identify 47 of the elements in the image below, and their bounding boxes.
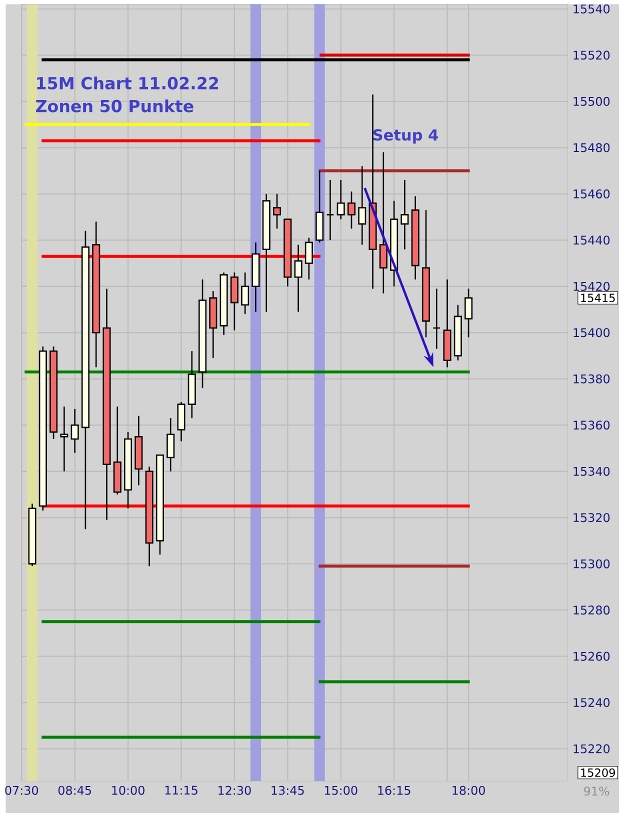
- y-tick-label: 15460: [573, 189, 610, 198]
- candlestick: [272, 193, 281, 230]
- text: Zonen 50 Punkte: [36, 100, 194, 112]
- candlestick: [336, 179, 345, 220]
- candlestick: [240, 272, 249, 315]
- candlestick: [294, 244, 302, 312]
- candlestick: [358, 166, 366, 246]
- y-tick-label: 15520: [573, 50, 610, 60]
- y-tick-label: 15380: [573, 374, 610, 384]
- text: 15415: [580, 294, 615, 302]
- candlestick: [347, 190, 356, 230]
- x-tick-label: 11:15: [165, 786, 198, 795]
- y-tick-label: 15540: [573, 4, 610, 14]
- text: 91%: [584, 786, 609, 796]
- x-tick-label: 08:45: [58, 786, 91, 795]
- text: 15209: [580, 768, 615, 777]
- y-tick-label: 15280: [573, 606, 610, 615]
- candlestick: [304, 237, 313, 280]
- y-tick-label: 15440: [573, 236, 610, 245]
- y-tick-label: 15400: [573, 328, 610, 338]
- y-tick-label: 15340: [573, 466, 610, 476]
- y-tick-label: 15500: [573, 96, 610, 106]
- y-tick-label: 15260: [573, 652, 610, 661]
- x-tick-label: 16:15: [378, 786, 410, 795]
- x-tick-label: 07:30: [4, 786, 38, 795]
- candlestick: [166, 418, 174, 472]
- annotation: Setup 4: [373, 129, 438, 144]
- candlestick: [400, 179, 408, 250]
- y-tick-label: 15300: [573, 559, 610, 568]
- x-tick-label: 13:45: [272, 786, 304, 795]
- y-tick-label: 15220: [573, 744, 610, 754]
- y-tick-label: 15420: [573, 282, 610, 291]
- y-tick-label: 15240: [573, 698, 610, 708]
- x-tick-label: 18:00: [452, 786, 485, 795]
- candlestick: [432, 288, 440, 350]
- x-tick-label: 12:30: [218, 786, 251, 795]
- y-tick-label: 15320: [573, 513, 610, 522]
- candlestick: [70, 408, 79, 454]
- candlestick: [464, 288, 472, 338]
- x-tick-label: 10:00: [112, 786, 144, 795]
- y-tick-label: 15480: [573, 143, 610, 152]
- candlestick: [326, 179, 334, 241]
- y-tick-label: 15360: [573, 420, 610, 430]
- candlestick: [379, 152, 388, 294]
- x-tick-label: 15:00: [324, 786, 358, 795]
- candlestick: [60, 406, 68, 472]
- text: 15M Chart 11.02.22: [36, 76, 218, 90]
